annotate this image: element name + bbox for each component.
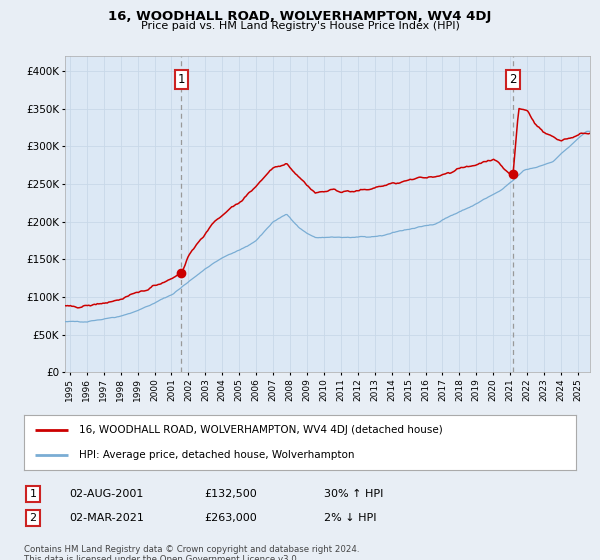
Text: 02-AUG-2001: 02-AUG-2001: [69, 489, 143, 499]
Text: 2% ↓ HPI: 2% ↓ HPI: [324, 513, 377, 523]
Text: Price paid vs. HM Land Registry's House Price Index (HPI): Price paid vs. HM Land Registry's House …: [140, 21, 460, 31]
Text: 16, WOODHALL ROAD, WOLVERHAMPTON, WV4 4DJ: 16, WOODHALL ROAD, WOLVERHAMPTON, WV4 4D…: [109, 10, 491, 23]
Text: Contains HM Land Registry data © Crown copyright and database right 2024.
This d: Contains HM Land Registry data © Crown c…: [24, 545, 359, 560]
Text: HPI: Average price, detached house, Wolverhampton: HPI: Average price, detached house, Wolv…: [79, 450, 355, 460]
Text: 02-MAR-2021: 02-MAR-2021: [69, 513, 144, 523]
Text: 16, WOODHALL ROAD, WOLVERHAMPTON, WV4 4DJ (detached house): 16, WOODHALL ROAD, WOLVERHAMPTON, WV4 4D…: [79, 425, 443, 435]
Text: £132,500: £132,500: [204, 489, 257, 499]
Text: 1: 1: [178, 73, 185, 86]
Text: £263,000: £263,000: [204, 513, 257, 523]
Text: 1: 1: [29, 489, 37, 499]
Text: 2: 2: [509, 73, 517, 86]
Text: 2: 2: [29, 513, 37, 523]
Text: 30% ↑ HPI: 30% ↑ HPI: [324, 489, 383, 499]
